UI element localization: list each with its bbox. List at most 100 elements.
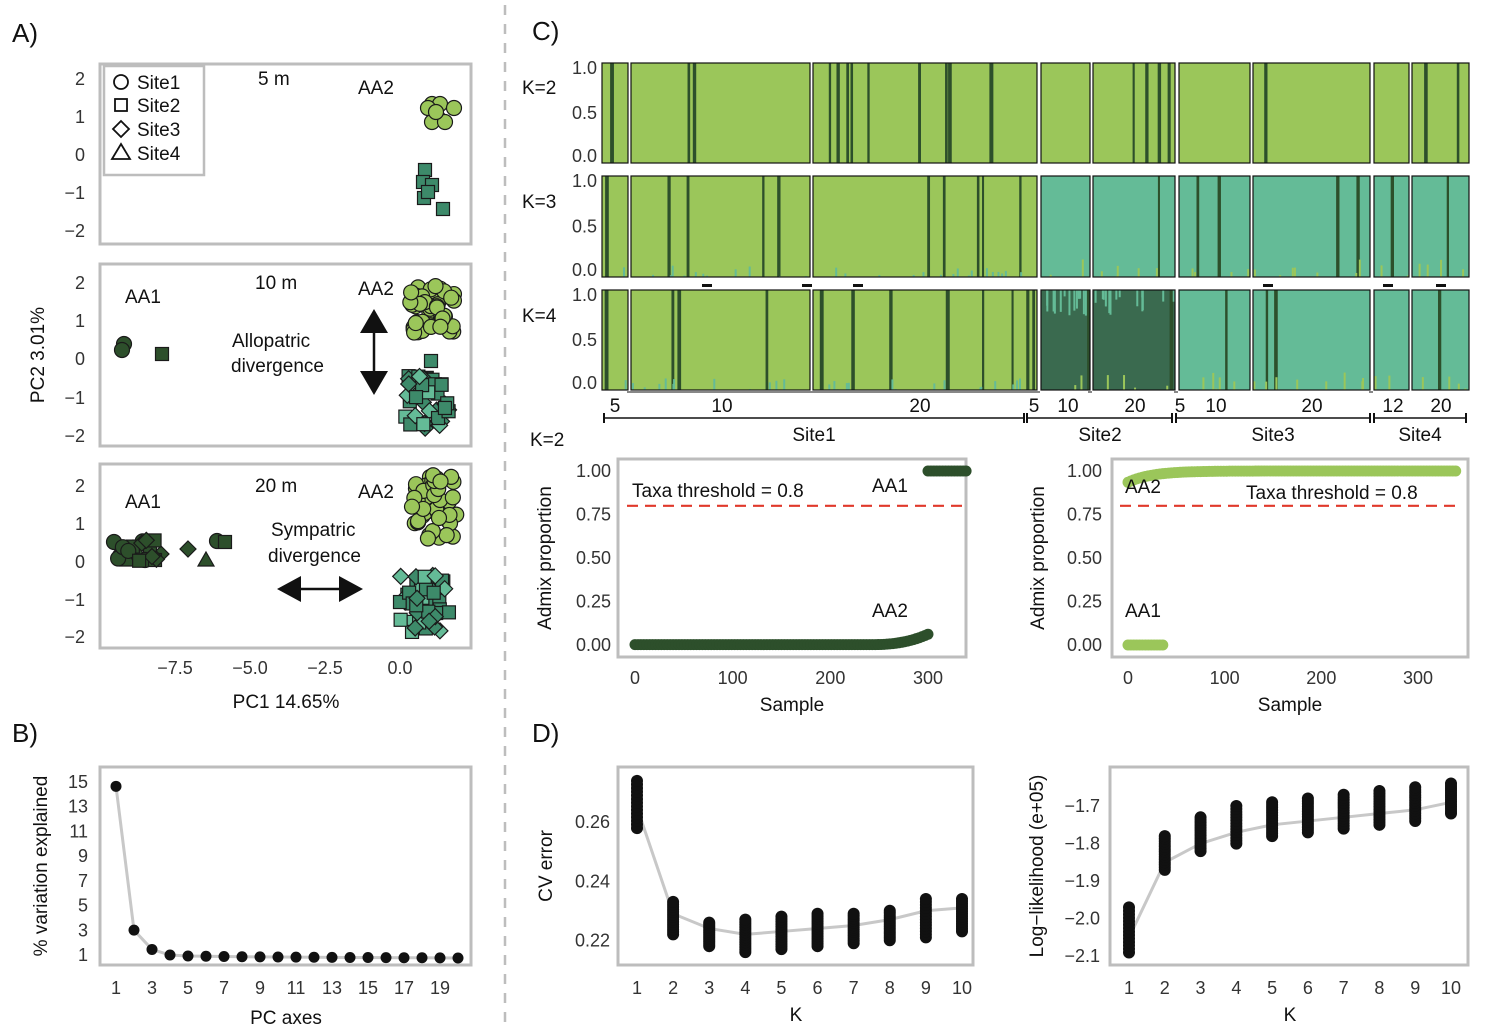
admixture-minor-bar (1068, 290, 1071, 316)
pca-point (217, 534, 233, 550)
pca-frame-10m (98, 262, 473, 448)
admixture-minor-bar (997, 271, 1000, 277)
admix-left-x-label: Sample (760, 695, 824, 716)
pca-point (391, 567, 410, 586)
admixture-box (601, 175, 629, 278)
admixture-minor-bar (1104, 290, 1107, 307)
admixture-box (1373, 289, 1410, 391)
vertical-double-arrow-icon (360, 309, 388, 395)
admixture-box (1252, 289, 1371, 391)
d-x-tick: 6 (1303, 978, 1313, 998)
admixture-box (1373, 175, 1410, 278)
d-point (631, 774, 643, 787)
admix-y-tick: 0.25 (576, 592, 611, 612)
scree-point (164, 949, 176, 961)
admixture-box (1411, 175, 1470, 278)
admixture-minor-bar (706, 275, 709, 277)
d-point (811, 907, 824, 920)
admixture-minor-bar (669, 275, 672, 277)
admixture-bar-block (1374, 290, 1409, 390)
scree-point (326, 951, 338, 963)
admixture-minor-bar (833, 381, 836, 390)
pca-frame-5m (98, 62, 473, 246)
scree-frame (98, 765, 473, 967)
admixture-minor-bar (878, 275, 881, 277)
tick: 0 (75, 349, 85, 369)
pca-x-label: PC1 14.65% (233, 692, 340, 713)
admixture-minor-bar (943, 380, 946, 390)
admixture-minor-bar (631, 383, 634, 390)
admixture-minor-bar (702, 273, 705, 277)
admixture-minor-bar (922, 272, 925, 277)
admixture-individual-bar (686, 176, 690, 277)
scree-x-tick: 3 (147, 978, 157, 998)
admix-y-tick: 1.00 (1067, 461, 1102, 481)
admixture-minor-bar (1162, 290, 1165, 302)
scree-x-tick: 15 (358, 978, 378, 998)
site-label: Site4 (1398, 425, 1442, 446)
scree-x-ticks: 1 3 5 7 9 11 13 15 17 19 (111, 978, 450, 998)
scree-point (182, 950, 194, 962)
admixture-individual-bar (671, 290, 675, 390)
scree-x-tick: 7 (219, 978, 229, 998)
admixture-bar-block (1093, 290, 1175, 390)
admixture-minor-bar (713, 378, 716, 390)
admixture-minor-bar (1109, 290, 1112, 315)
d-x-tick: 5 (776, 978, 786, 998)
d-point (1194, 811, 1207, 824)
admixture-minor-bar (734, 269, 737, 277)
d-point (1445, 777, 1457, 790)
admixture-individual-bar (604, 290, 609, 390)
scree-point (362, 951, 374, 963)
scree-y-tick: 13 (68, 797, 88, 817)
admixture-minor-bar (1275, 377, 1278, 390)
pca-points (105, 95, 465, 640)
admixture-individual-bar (687, 63, 691, 163)
group-label-aa1-10m: AA1 (125, 287, 161, 308)
admix-x-tick: 100 (1210, 668, 1240, 688)
pca-frame-20m (98, 462, 473, 650)
admixture-individual-bar (1456, 63, 1460, 163)
admixture-minor-bar (1212, 372, 1215, 390)
admixture-minor-bar (1108, 290, 1111, 314)
d-point (1337, 788, 1350, 801)
admixture-minor-bar (1230, 272, 1233, 277)
admixture-minor-bar (1388, 375, 1391, 390)
scree-x-tick: 9 (255, 978, 265, 998)
pca-y-ticks-10m: 2 1 0 −1 −2 (64, 273, 85, 446)
scree-x-tick: 13 (322, 978, 342, 998)
admix-x-tick: 200 (1306, 668, 1336, 688)
annotation-divergence-10m: divergence (231, 356, 324, 377)
bar-position-tick: 5 (610, 396, 621, 417)
scree-point (398, 952, 410, 964)
admixture-bar-block (1179, 290, 1250, 390)
bar-position-tick: 12 (1382, 396, 1403, 417)
pca-point (403, 498, 421, 515)
small-marker (802, 284, 812, 287)
admixture-bar-block (813, 176, 1037, 277)
d-point (847, 907, 860, 920)
tick: 1 (75, 107, 85, 127)
d-x-tick: 2 (1160, 978, 1170, 998)
tick: −2.5 (307, 658, 343, 678)
d-x-tick: 1 (632, 978, 642, 998)
pca-point (196, 550, 216, 567)
pca-point (417, 162, 433, 178)
pca-point (416, 417, 431, 432)
scree-point (272, 951, 284, 963)
admixture-minor-bar (1079, 290, 1082, 299)
admix-left-threshold-label: Taxa threshold = 0.8 (632, 481, 804, 502)
bar-position-ticks: 5 10 20 5 10 20 5 10 20 12 20 (610, 391, 1452, 417)
admixture-box (1373, 62, 1410, 164)
small-marker (853, 284, 863, 287)
tick: −5.0 (232, 658, 268, 678)
bar-position-tick: 20 (1124, 396, 1145, 417)
admixture-minor-bar (1325, 381, 1328, 390)
admix-left-plot: 1.00 0.75 0.50 0.25 0.00 0 100 200 300 (576, 461, 972, 688)
admixture-bar-block (813, 63, 1037, 163)
d-point (956, 892, 968, 905)
panel-label-b: B) (12, 718, 38, 748)
admixture-individual-bar (605, 176, 609, 277)
admixture-bar-block (631, 176, 810, 277)
